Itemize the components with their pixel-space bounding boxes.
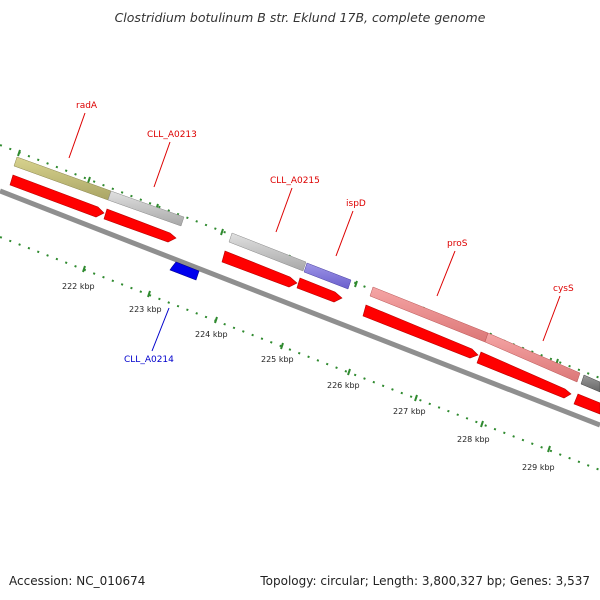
label-leader-proS [436, 250, 456, 297]
gene-label-CLL_A0215[interactable]: CLL_A0215 [270, 176, 320, 186]
gene-bar-ispD[interactable] [303, 262, 352, 290]
label-leader-CLL_A0213 [153, 141, 171, 188]
cds-arrow-next[interactable] [573, 393, 600, 415]
cds-arrow-CLL_A0215[interactable] [221, 250, 298, 288]
gene-bar-CLL_A0213[interactable] [107, 190, 185, 227]
gene-label-ispD[interactable]: ispD [346, 199, 366, 209]
gene-label-CLL_A0213[interactable]: CLL_A0213 [147, 130, 197, 140]
gene-bar-CLL_A0215[interactable] [228, 232, 307, 272]
gene-feature-bars [13, 156, 600, 393]
label-leader-CLL_A0214 [151, 307, 170, 352]
cds-arrow-proS[interactable] [362, 304, 479, 359]
cds-arrow-CLL_A0214[interactable] [169, 261, 200, 281]
genome-summary-text: Topology: circular; Length: 3,800,327 bp… [260, 574, 590, 588]
genome-backbone [0, 188, 600, 428]
cds-arrow-cysS[interactable] [476, 351, 572, 399]
cds-arrow-radA[interactable] [9, 174, 105, 218]
cds-arrow-ispD[interactable] [296, 277, 343, 303]
gene-bar-cysS[interactable] [484, 332, 581, 383]
coordinate-label: 226 kbp [327, 381, 360, 390]
gene-label-radA[interactable]: radA [76, 101, 98, 111]
lower-tick-track [0, 236, 600, 471]
cds-arrows [9, 174, 600, 415]
gene-label-CLL_A0214[interactable]: CLL_A0214 [124, 355, 174, 365]
label-leader-cysS [542, 295, 561, 342]
label-leader-radA [68, 112, 86, 159]
coordinate-label: 223 kbp [129, 305, 162, 314]
accession-text: Accession: NC_010674 [9, 574, 146, 588]
coordinate-label: 222 kbp [62, 282, 95, 291]
coordinate-label: 228 kbp [457, 435, 490, 444]
lower-major-ticks [82, 265, 551, 453]
gene-label-proS[interactable]: proS [447, 239, 468, 249]
coordinate-label: 229 kbp [522, 463, 555, 472]
coordinate-label: 227 kbp [393, 407, 426, 416]
gene-label-cysS[interactable]: cysS [553, 284, 574, 294]
gene-bar-next[interactable] [580, 374, 600, 393]
coordinate-label: 225 kbp [261, 355, 294, 364]
label-leader-ispD [335, 210, 354, 257]
cds-arrow-CLL_A0213[interactable] [103, 208, 177, 243]
map-title: Clostridium botulinum B str. Eklund 17B,… [114, 10, 486, 25]
coordinate-label: 224 kbp [195, 330, 228, 339]
label-leader-CLL_A0215 [275, 187, 293, 233]
